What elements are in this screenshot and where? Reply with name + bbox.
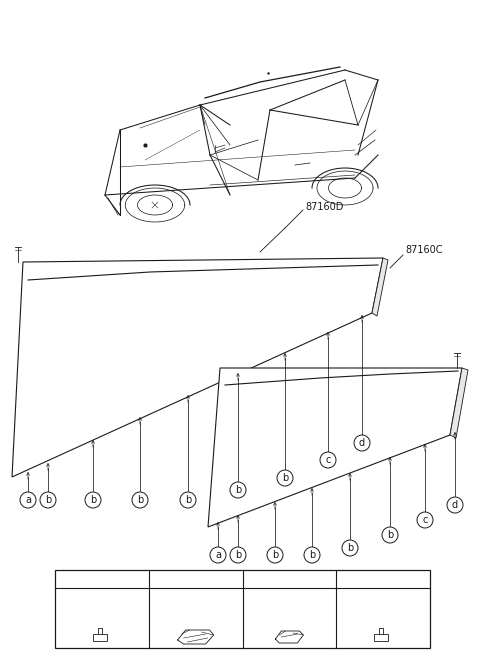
Circle shape — [40, 492, 56, 508]
Circle shape — [417, 512, 433, 528]
Circle shape — [320, 452, 336, 468]
Bar — [93, 634, 107, 641]
Text: d: d — [452, 500, 458, 510]
Circle shape — [342, 540, 358, 556]
Text: b: b — [347, 543, 353, 553]
Polygon shape — [208, 368, 462, 527]
Polygon shape — [372, 258, 388, 316]
Circle shape — [337, 572, 351, 586]
Circle shape — [20, 492, 36, 508]
Circle shape — [267, 547, 283, 563]
Text: 87229: 87229 — [344, 598, 373, 607]
Text: 87214G: 87214G — [260, 575, 295, 583]
Polygon shape — [12, 258, 383, 477]
Text: c: c — [325, 455, 331, 465]
Text: c: c — [248, 574, 253, 584]
Circle shape — [447, 497, 463, 513]
Circle shape — [277, 470, 293, 486]
Text: 87228: 87228 — [63, 598, 92, 607]
Circle shape — [230, 482, 246, 498]
Circle shape — [150, 572, 164, 586]
Circle shape — [132, 492, 148, 508]
Text: b: b — [235, 550, 241, 560]
Circle shape — [180, 492, 196, 508]
Bar — [374, 634, 388, 641]
Text: b: b — [387, 530, 393, 540]
Bar — [55, 570, 430, 648]
Circle shape — [304, 547, 320, 563]
Circle shape — [243, 572, 257, 586]
Text: a: a — [215, 550, 221, 560]
Text: d: d — [341, 574, 348, 584]
Text: b: b — [282, 473, 288, 483]
Text: b: b — [137, 495, 143, 505]
Text: a: a — [62, 574, 68, 584]
Text: b: b — [309, 550, 315, 560]
Text: 87160D: 87160D — [305, 202, 343, 212]
Text: 87160C: 87160C — [405, 245, 443, 255]
Text: 87216X: 87216X — [166, 575, 201, 583]
Text: b: b — [272, 550, 278, 560]
Text: d: d — [359, 438, 365, 448]
Text: 87219B: 87219B — [344, 608, 379, 617]
Text: b: b — [45, 495, 51, 505]
Circle shape — [210, 547, 226, 563]
Text: 87218H: 87218H — [63, 608, 98, 617]
Circle shape — [354, 435, 370, 451]
Circle shape — [382, 527, 398, 543]
Polygon shape — [450, 368, 468, 438]
Text: c: c — [422, 515, 428, 525]
Text: b: b — [235, 485, 241, 495]
Text: b: b — [154, 574, 160, 584]
Circle shape — [85, 492, 101, 508]
Text: b: b — [90, 495, 96, 505]
Circle shape — [230, 547, 246, 563]
Text: a: a — [25, 495, 31, 505]
Circle shape — [58, 572, 72, 586]
Text: b: b — [185, 495, 191, 505]
